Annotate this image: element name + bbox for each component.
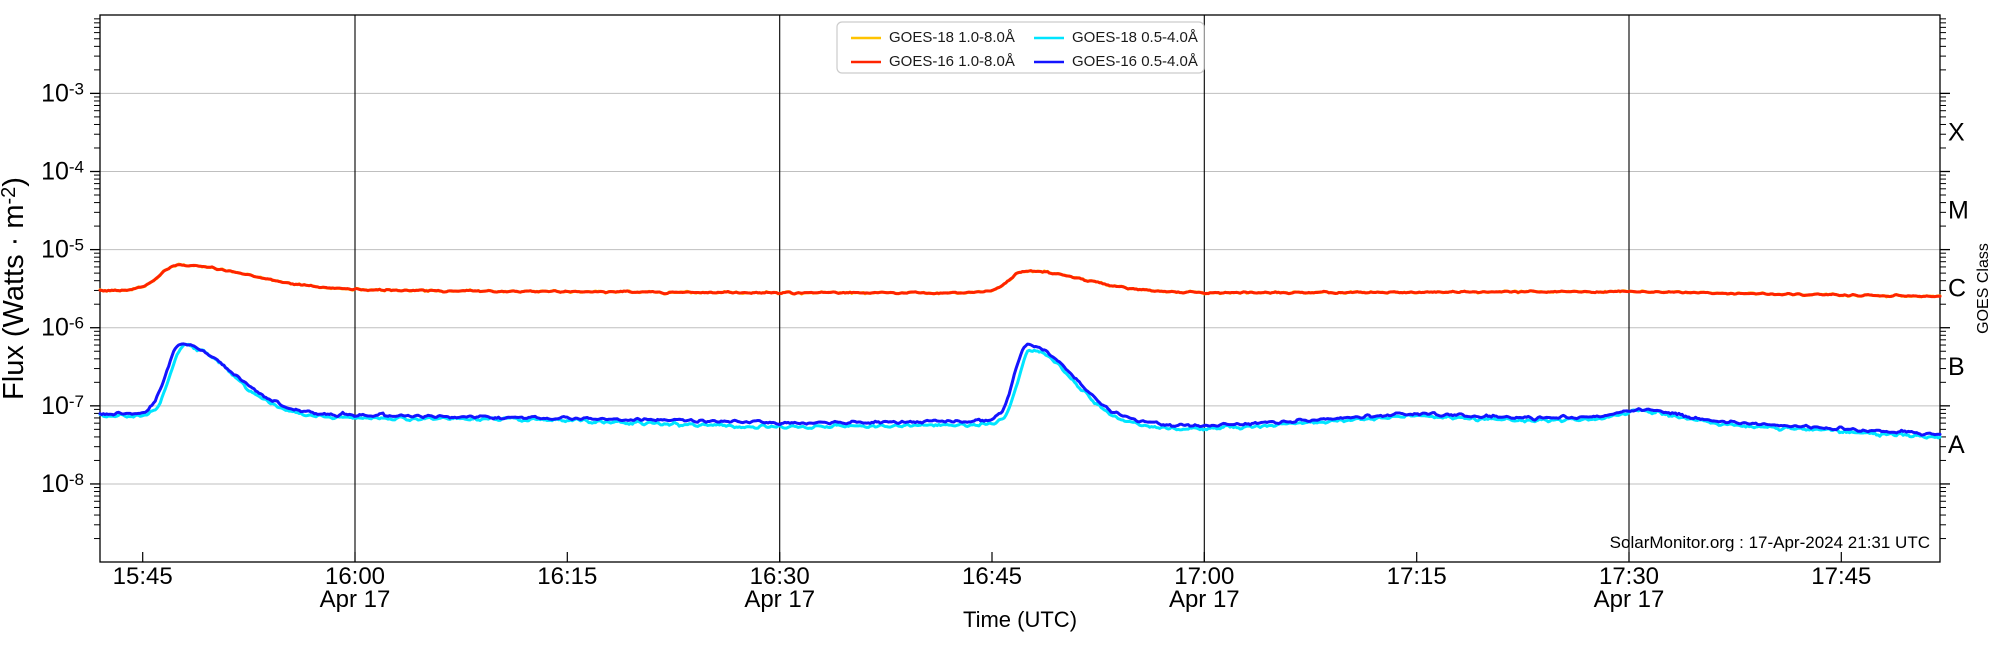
svg-text:GOES Class: GOES Class — [1975, 243, 1992, 334]
svg-text:SolarMonitor.org : 17-Apr-2024: SolarMonitor.org : 17-Apr-2024 21:31 UTC — [1610, 533, 1930, 552]
svg-text:A: A — [1948, 431, 1965, 459]
svg-text:X: X — [1948, 118, 1965, 146]
svg-text:GOES-18 1.0-8.0Å: GOES-18 1.0-8.0Å — [889, 29, 1015, 46]
svg-text:M: M — [1948, 197, 1969, 225]
svg-text:Apr 17: Apr 17 — [1169, 586, 1240, 613]
svg-text:Flux (Watts · m-2): Flux (Watts · m-2) — [0, 177, 30, 400]
svg-text:15:45: 15:45 — [113, 563, 173, 590]
svg-text:Apr 17: Apr 17 — [744, 586, 815, 613]
svg-text:Time (UTC): Time (UTC) — [963, 607, 1077, 632]
svg-text:GOES-18 0.5-4.0Å: GOES-18 0.5-4.0Å — [1072, 29, 1198, 46]
svg-text:C: C — [1948, 275, 1966, 303]
svg-text:16:45: 16:45 — [962, 563, 1022, 590]
svg-text:GOES-16 1.0-8.0Å: GOES-16 1.0-8.0Å — [889, 53, 1015, 70]
svg-text:17:45: 17:45 — [1811, 563, 1871, 590]
svg-text:B: B — [1948, 353, 1965, 381]
svg-text:Apr 17: Apr 17 — [320, 586, 391, 613]
svg-text:16:15: 16:15 — [537, 563, 597, 590]
svg-text:17:15: 17:15 — [1387, 563, 1447, 590]
svg-text:Apr 17: Apr 17 — [1594, 586, 1665, 613]
svg-text:GOES-16 0.5-4.0Å: GOES-16 0.5-4.0Å — [1072, 53, 1198, 70]
